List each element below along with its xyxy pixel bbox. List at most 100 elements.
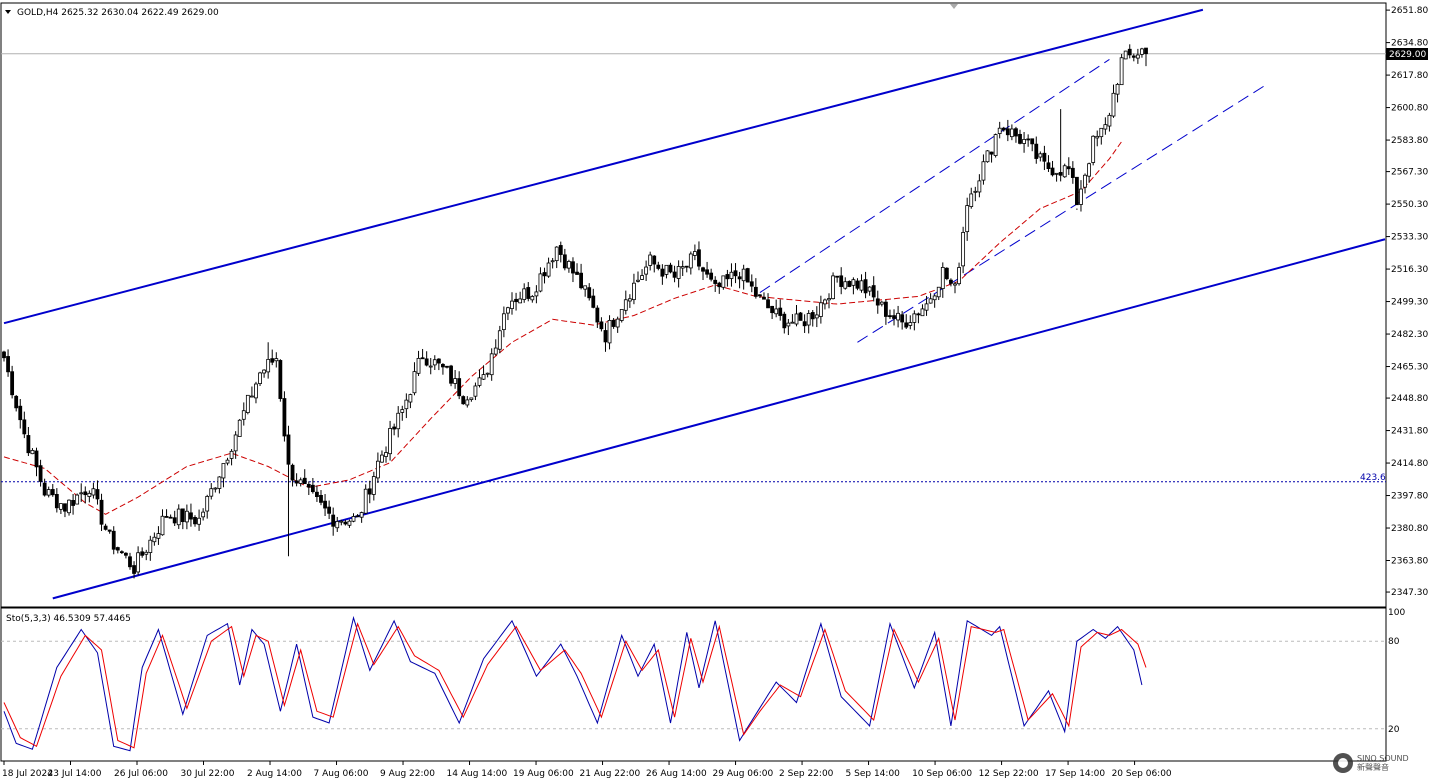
candle-body [965, 205, 970, 233]
time-tick-label: 10 Sep 06:00 [912, 769, 972, 779]
candle-body [489, 353, 494, 376]
candle-body [579, 272, 583, 289]
candle-body [99, 499, 104, 525]
oscillator-legend: Sto(5,3,3) 46.5309 57.4465 [6, 614, 131, 624]
candle-body [989, 151, 994, 155]
candle-body [493, 347, 498, 355]
candle-body [1018, 133, 1022, 144]
candle-body [339, 520, 344, 523]
candle-body [347, 520, 352, 526]
price-tick-label: 2583.80 [1391, 136, 1428, 146]
candle-body [315, 491, 319, 498]
time-tick-label: 17 Sep 14:00 [1045, 769, 1105, 779]
candle-body [530, 296, 535, 301]
candle-body [404, 399, 409, 410]
candle-body [863, 279, 868, 294]
candle-body [128, 556, 132, 568]
candle-body [1091, 135, 1096, 163]
candle-body [575, 271, 579, 275]
candle-body [63, 503, 67, 512]
candle-body [668, 264, 673, 273]
candle-body [388, 428, 392, 455]
candle-body [91, 488, 96, 496]
time-tick-label: 2 Sep 22:00 [779, 769, 834, 779]
candle-body [892, 315, 896, 319]
candle-body [189, 512, 193, 520]
candle-body [717, 282, 722, 288]
oscillator-frame [0, 607, 1387, 762]
candle-body [1001, 127, 1006, 131]
candle-body [741, 268, 746, 282]
candle-body [953, 283, 957, 286]
candle-body [449, 365, 453, 384]
candle-body [363, 488, 368, 514]
candle-body [323, 500, 327, 509]
candle-body [871, 285, 876, 298]
candle-body [144, 551, 149, 555]
price-tick-label: 2448.80 [1391, 394, 1428, 404]
candle-body [1014, 128, 1018, 137]
candle-body [851, 279, 856, 286]
candle-body [428, 365, 433, 368]
candle-body [1038, 153, 1043, 158]
candle-body [14, 395, 19, 409]
price-tick-label: 2363.80 [1391, 557, 1428, 567]
hline-label: 423.6 [1360, 473, 1386, 483]
candle-body [229, 450, 234, 459]
candle-body [1022, 138, 1026, 144]
time-tick-label: 19 Aug 06:00 [513, 769, 574, 779]
candle-body [501, 313, 506, 331]
candle-body [465, 399, 470, 406]
candle-body [26, 435, 31, 454]
candle-body [38, 465, 43, 482]
price-tick-label: 2414.80 [1391, 459, 1428, 469]
candle-body [1135, 54, 1140, 59]
candle-body [331, 514, 336, 527]
candle-body [619, 309, 624, 321]
candle-body [823, 299, 827, 305]
time-tick-label: 29 Aug 06:00 [713, 769, 774, 779]
candle-body [554, 246, 559, 262]
candle-body [684, 265, 689, 268]
candle-body [172, 517, 177, 524]
candle-body [644, 266, 649, 275]
candle-body [599, 321, 604, 330]
candle-body [42, 482, 47, 496]
candle-body [1087, 163, 1092, 177]
candle-body [302, 477, 307, 485]
candles [2, 44, 1148, 579]
candle-body [1042, 152, 1047, 162]
candle-body [977, 180, 982, 193]
shift-marker-icon[interactable] [950, 4, 958, 9]
candle-body [1054, 172, 1059, 175]
candle-body [396, 412, 401, 430]
candle-body [497, 330, 502, 350]
osc-tick-label: 80 [1388, 637, 1400, 647]
candle-body [932, 295, 937, 301]
candle-body [847, 280, 852, 287]
dropdown-triangle-icon[interactable] [5, 10, 11, 14]
candle-body [193, 517, 197, 525]
candle-body [213, 487, 218, 490]
candle-body [6, 356, 10, 373]
time-tick-label: 7 Aug 06:00 [314, 769, 369, 779]
candle-body [148, 539, 153, 553]
candle-body [884, 301, 888, 317]
candle-body [973, 190, 978, 193]
candle-body [1095, 135, 1100, 139]
candle-body [814, 314, 819, 319]
time-tick-label: 26 Jul 06:00 [114, 769, 168, 779]
stoch-main-line [3, 615, 1143, 752]
candle-body [424, 358, 429, 366]
candle-body [766, 299, 770, 309]
trendlines[interactable] [3, 8, 1386, 600]
candle-body [1144, 47, 1148, 55]
candle-body [640, 275, 644, 280]
candle-body [721, 275, 726, 288]
candle-body [705, 269, 709, 275]
candle-body [778, 307, 783, 316]
candle-body [250, 395, 254, 398]
candle-body [786, 322, 791, 327]
candle-body [1119, 57, 1124, 86]
